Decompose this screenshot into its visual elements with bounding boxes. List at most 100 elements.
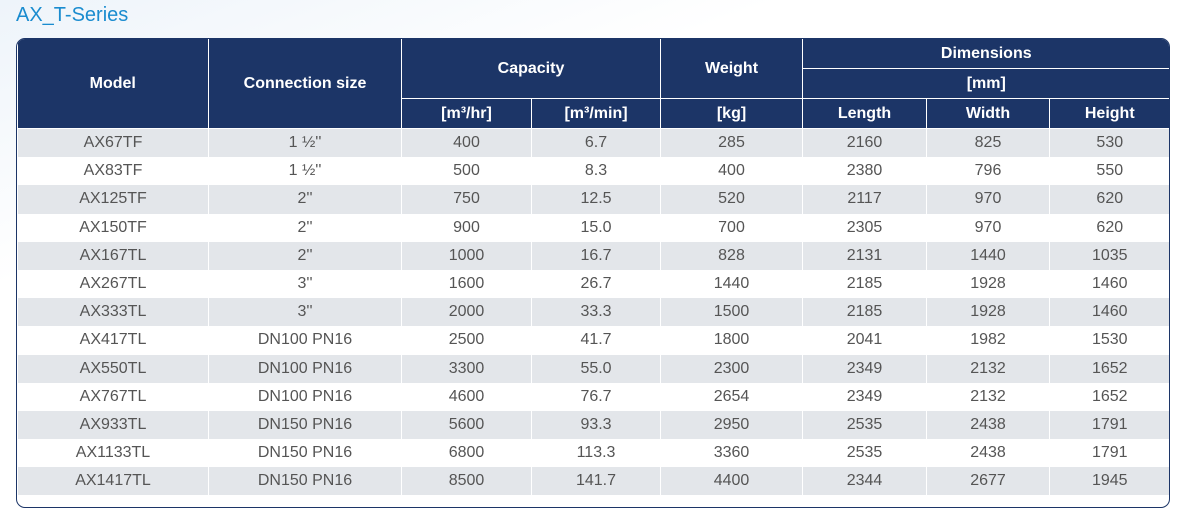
header-cell: [m³/hr] [401, 98, 532, 129]
table-row: AX333TL 3'' 2000 33.3 1500 2185 1928 1460 [17, 298, 1169, 327]
table-cell: 15.0 [530, 213, 661, 242]
table-row: AX125TF 2'' 750 12.5 520 2117 970 620 [17, 185, 1169, 214]
table-cell: 1000 [401, 241, 532, 270]
header-cell: [kg] [660, 98, 804, 129]
table-cell: 3300 [401, 354, 532, 383]
table-cell: 1652 [1049, 354, 1169, 383]
table-row: AX933TL DN150 PN16 5600 93.3 2950 2535 2438 179… [17, 410, 1169, 440]
title: AX_T-Series [16, 4, 129, 26]
table-cell: 2300 [660, 354, 803, 383]
table-cell: 700 [660, 213, 803, 242]
table-cell: DN150 PN16 [208, 410, 402, 440]
table-cell: 2185 [802, 269, 927, 299]
table-cell: 796 [926, 157, 1050, 186]
header-cell: Capacity [400, 39, 662, 99]
table-cell: 900 [401, 213, 532, 242]
table-row: AX150TF 2'' 900 15.0 700 2305 970 620 [17, 213, 1169, 242]
table-cell: AX550TL [17, 354, 209, 383]
table-cell: 2132 [926, 354, 1050, 383]
table-cell: 2185 [802, 298, 927, 327]
table-cell: 400 [401, 128, 532, 158]
table-cell: DN150 PN16 [208, 467, 402, 496]
table-cell: 3'' [208, 298, 402, 327]
header-cell: Weight [660, 39, 804, 99]
table-cell: 141.7 [530, 467, 661, 496]
table-cell: 2438 [926, 439, 1050, 468]
table-row: AX267TL 3'' 1600 26.7 1440 2185 1928 1460 [17, 269, 1169, 299]
table-cell: 1035 [1049, 241, 1169, 270]
table-row: AX767TL DN100 PN16 4600 76.7 2654 2349 2132 165… [17, 382, 1169, 411]
table-cell: 2000 [401, 298, 532, 327]
table-cell: 2535 [802, 439, 927, 468]
table-cell: 2344 [802, 467, 927, 496]
table-cell: AX933TL [17, 410, 209, 440]
table-cell: 1945 [1049, 467, 1169, 496]
table-cell: 2438 [926, 410, 1050, 440]
table-cell: 520 [660, 185, 803, 214]
table-cell: 6800 [401, 439, 532, 468]
table-cell: 4400 [660, 467, 803, 496]
table-cell: 750 [401, 185, 532, 214]
table-cell: AX150TF [17, 213, 209, 242]
table-cell: 2349 [802, 382, 927, 411]
table-cell: AX333TL [17, 298, 209, 327]
table-cell: AX125TF [17, 185, 209, 214]
table-cell: DN100 PN16 [208, 326, 402, 355]
table-cell: AX167TL [17, 241, 209, 270]
table-row: AX83TF 1 ½'' 500 8.3 400 2380 796 550 [17, 157, 1169, 186]
table-cell: 93.3 [530, 410, 661, 440]
table-cell: 1 ½'' [208, 157, 402, 186]
table-frame: Model Connection size Capacity Weight Di… [16, 38, 1170, 508]
header-cell: [m³/min] [530, 98, 662, 129]
table-cell: 500 [401, 157, 532, 186]
table-cell: 400 [660, 157, 803, 186]
table-cell: 5600 [401, 410, 532, 440]
table-cell: 1 ½'' [208, 128, 402, 158]
table-cell: 1928 [926, 269, 1050, 299]
table-cell: 970 [926, 213, 1050, 242]
table-cell: 2'' [208, 185, 402, 214]
header-cell: Width [926, 98, 1051, 129]
table-cell: AX67TF [17, 128, 209, 158]
table-cell: 2132 [926, 382, 1050, 411]
table-cell: 825 [926, 128, 1050, 158]
table-cell: 1982 [926, 326, 1050, 355]
table-row: AX1133TL DN150 PN16 6800 113.3 3360 2535 2438 1… [17, 439, 1169, 468]
table-cell: 2'' [208, 213, 402, 242]
table-cell: 2500 [401, 326, 532, 355]
header-cell: Height [1049, 98, 1169, 129]
table-cell: 620 [1049, 185, 1169, 214]
table-cell: 2380 [802, 157, 927, 186]
table-cell: 8500 [401, 467, 532, 496]
table-cell: 2117 [802, 185, 927, 214]
table-cell: 285 [660, 128, 803, 158]
table-row: AX1417TL DN150 PN16 8500 141.7 4400 2344 2677 1… [17, 467, 1169, 496]
table-cell: 1791 [1049, 410, 1169, 440]
header-cell: Length [802, 98, 928, 129]
table-cell: 3360 [660, 439, 803, 468]
table-cell: 1791 [1049, 439, 1169, 468]
table-cell: DN100 PN16 [208, 382, 402, 411]
table-cell: 6.7 [530, 128, 661, 158]
table-cell: 2677 [926, 467, 1050, 496]
table-cell: 828 [660, 241, 803, 270]
table-cell: DN150 PN16 [208, 439, 402, 468]
spec-table: Model Connection size Capacity Weight Di… [17, 39, 1169, 496]
table-cell: 4600 [401, 382, 532, 411]
table-cell: 1600 [401, 269, 532, 299]
table-cell: DN100 PN16 [208, 354, 402, 383]
header-cell: Connection size [208, 39, 402, 129]
table-cell: 1530 [1049, 326, 1169, 355]
table-cell: 26.7 [530, 269, 661, 299]
table-cell: 2131 [802, 241, 927, 270]
table-cell: 1500 [660, 298, 803, 327]
table-cell: 1440 [660, 269, 803, 299]
table-cell: 2950 [660, 410, 803, 440]
table-cell: 970 [926, 185, 1050, 214]
table-cell: 1928 [926, 298, 1050, 327]
table-cell: 1800 [660, 326, 803, 355]
table-cell: 530 [1049, 128, 1169, 158]
table-cell: 3'' [208, 269, 402, 299]
table-cell: 550 [1049, 157, 1169, 186]
